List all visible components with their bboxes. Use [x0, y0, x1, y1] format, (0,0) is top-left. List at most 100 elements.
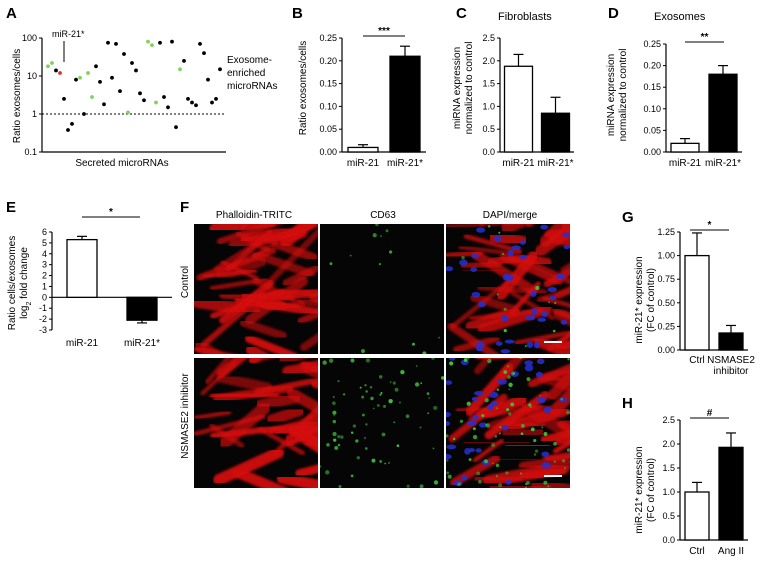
- panel-f-image-r2-phalloidin-fiber: [295, 464, 318, 478]
- panel-f-image-r2-merge-nucleus: [490, 400, 499, 406]
- panel-f-image-r2-phalloidin-fiber: [268, 419, 318, 439]
- panel-a-point: [154, 100, 158, 105]
- panel-e-letter: E: [6, 199, 16, 216]
- panel-e-ylabel-rest: fold change: [19, 247, 30, 302]
- panel-f-image-r2-merge-nucleus: [449, 358, 456, 361]
- panel-c-bar-1: [503, 65, 534, 153]
- panel-f-image-r2-merge-vesicle: [553, 460, 556, 463]
- panel-a-point: [158, 40, 162, 45]
- panel-f-image-r2-cd63-vesicle: [320, 465, 322, 468]
- panel-f-image-r2-cd63-vesicle: [406, 484, 410, 488]
- panel-a-point: [94, 64, 98, 69]
- panel-f-image-r2-cd63: [320, 358, 444, 488]
- panel-f-image-r2-merge-nucleus: [446, 411, 451, 418]
- panel-a-side-label-3: microRNAs: [227, 81, 278, 92]
- panel-f-image-r1-merge-fiber: [463, 233, 522, 254]
- panel-f-image-r2-merge-vesicle: [499, 432, 501, 435]
- panel-f-image-r2-merge-vesicle: [472, 427, 476, 431]
- panel-f-image-r2-merge-nucleus: [497, 378, 507, 385]
- panel-f-image-r2-cd63-vesicle: [337, 443, 341, 447]
- panel-f-image-r2-phalloidin-fiber: [205, 358, 232, 385]
- panel-f-image-r1-merge-nucleus: [556, 273, 566, 280]
- panel-f-image-r2-phalloidin-fiber: [213, 383, 294, 404]
- panel-f-image-r2-cd63-vesicle: [326, 443, 330, 447]
- panel-f-image-r2-merge-vesicle: [457, 482, 461, 487]
- panel-f-image-r1-phalloidin-fiber: [244, 334, 298, 354]
- panel-f-image-r1-merge-nucleus: [519, 254, 528, 260]
- panel-f-image-r1-phalloidin-fiber: [255, 299, 300, 311]
- panel-b-xtick-label-2: miR-21*: [387, 158, 423, 169]
- panel-f-image-r1-phalloidin-fiber: [298, 295, 318, 308]
- panel-f-image-r2-merge-vesicle: [506, 408, 510, 412]
- panel-f-image-r1-cd63-vesicle: [329, 262, 333, 266]
- panel-d-ytick-label: 0.20: [643, 61, 661, 71]
- panel-f-image-r2-merge-nucleus: [464, 448, 471, 455]
- panel-b-ytick-label: 0.25: [319, 33, 337, 43]
- panel-f-image-r1-merge-fiber: [554, 339, 570, 354]
- panel-f-image-r2-cd63-vesicle: [350, 358, 355, 363]
- panel-f-image-r2-merge-vesicle: [563, 467, 566, 470]
- panel-e-ytick-label: 0: [42, 292, 47, 302]
- panel-f-image-r1-merge-vesicle: [552, 329, 556, 333]
- panel-a-point: [214, 96, 218, 101]
- panel-f-image-r1-merge-vesicle: [496, 293, 499, 296]
- panel-a: A Ratio exosomes/cells Secreted microRNA…: [6, 5, 278, 169]
- panel-d-bar-2: [708, 73, 738, 153]
- panel-a-point: [86, 71, 90, 75]
- panel-f-image-r2-merge-vesicle: [566, 448, 570, 452]
- panel-a-point: [114, 41, 118, 46]
- panel-f-image-r2-cd63-vesicle: [350, 474, 354, 478]
- panel-f-image-r1-merge-nucleus: [502, 273, 511, 281]
- panel-e-plot: Ratio cells/exosomes log2 fold change-3-2…: [7, 207, 172, 349]
- panel-f-image-r2-merge-vesicle: [510, 402, 515, 407]
- panel-c-bar-2: [540, 112, 571, 153]
- panel-f-image-r1-phalloidin-fiber: [200, 306, 248, 348]
- panel-f-image-r2-cd63-vesicle: [365, 423, 368, 426]
- panel-e: E Ratio cells/exosomes log2 fold change-3…: [6, 199, 172, 349]
- panel-e-ytick-label: 3: [42, 260, 47, 270]
- panel-f-image-r1-merge-fiber: [509, 281, 541, 315]
- panel-f-image-r2-cd63-vesicle: [352, 424, 356, 428]
- panel-f-image-r2-phalloidin-content: [194, 358, 318, 488]
- panel-f-image-r2-merge-nucleus: [536, 358, 545, 365]
- panel-f-image-r2-cd63-vesicle: [365, 390, 368, 393]
- panel-f-image-r2-merge-vesicle: [529, 406, 532, 409]
- panel-a-ytick-label: 10: [27, 71, 37, 81]
- panel-f-image-r2-cd63-vesicle: [364, 447, 368, 450]
- panel-f-image-r2-merge-vesicle: [508, 412, 512, 416]
- panel-a-point: [78, 75, 82, 80]
- panel-g-ytick-label: 1.25: [657, 227, 675, 237]
- panel-f-image-r2-cd63-vesicle: [432, 447, 435, 450]
- panel-f-image-r1-merge-nucleus: [446, 266, 454, 272]
- panel-f-image-r1-merge-nucleus: [533, 341, 541, 349]
- panel-f-image-r2-cd63-vesicle: [426, 392, 430, 395]
- panel-f-image-r2-cd63-vesicle: [396, 444, 400, 447]
- panel-f-image-r2-merge-vesicle: [492, 462, 494, 465]
- panel-f-image-r2-cd63-vesicle: [419, 426, 422, 429]
- panel-a-annotation: miR-21*: [52, 29, 85, 39]
- panel-f-image-r1-phalloidin-fiber: [194, 345, 235, 354]
- panel-f-image-r1-cd63-vesicle: [388, 250, 393, 254]
- panel-f-image-r2-merge-vesicle: [459, 419, 464, 424]
- panel-e-bar-2: [126, 296, 158, 321]
- panel-a-point: [190, 100, 194, 105]
- panel-a-point: [70, 121, 74, 126]
- panel-f-image-r2-merge-vesicle: [521, 423, 525, 428]
- panel-f-image-r1-merge-nucleus: [561, 232, 570, 237]
- panel-f: F Phalloidin-TRITC CD63 DAPI/merge Contr…: [180, 199, 570, 488]
- panel-f-image-r2-cd63-vesicle: [369, 386, 373, 389]
- panel-f-image-r2-merge-nucleus: [535, 371, 543, 378]
- panel-f-image-r1-cd63-vesicle: [380, 235, 382, 237]
- panel-f-row2-label: NSMASE2 inhibitor: [180, 373, 191, 459]
- panel-f-image-r2-cd63-vesicle: [365, 358, 371, 363]
- panel-c-ytick-label: 1.5: [482, 79, 495, 89]
- panel-f-image-r2-merge-vesicle: [507, 365, 510, 368]
- panel-f-image-r2-merge-nucleus: [502, 424, 509, 431]
- panel-a-point: [126, 110, 130, 115]
- panel-f-image-r2-cd63-vesicle: [332, 431, 337, 437]
- panel-b-ylabel-1: Ratio exosomes/cells: [298, 41, 309, 135]
- panel-a-side-label-2: enriched: [227, 68, 265, 79]
- panel-f-image-r1-merge-content: [446, 224, 570, 354]
- panel-f-image-r2-cd63-vesicle: [372, 407, 375, 410]
- panel-b-bar-1: [347, 146, 379, 153]
